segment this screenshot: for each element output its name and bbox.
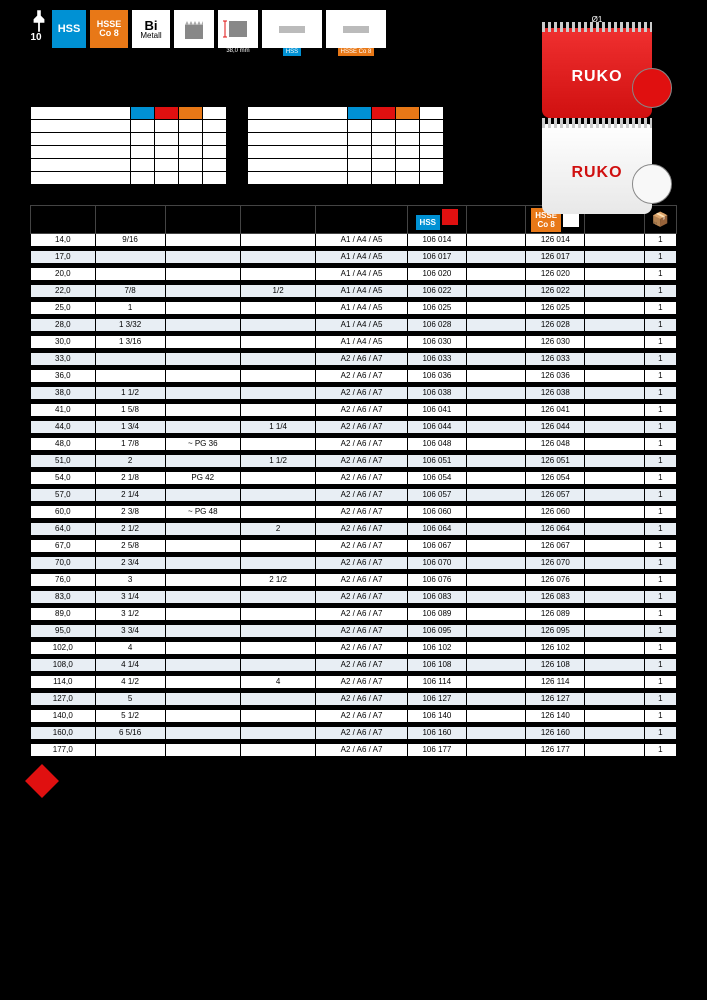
- holesaw-icon-1: [174, 10, 214, 48]
- table-row: 76,032 1/2A2 / A6 / A7106 076126 0761: [31, 574, 677, 586]
- product-red: RUKO: [542, 28, 652, 118]
- table-row: 83,03 1/4A2 / A6 / A7106 083126 0831: [31, 591, 677, 603]
- table-row: 14,09/16A1 / A4 / A5106 014126 0141: [31, 234, 677, 246]
- main-table: HSS HSSECo 8 📦 14,09/16A1 / A4 / A5106 0…: [30, 205, 677, 761]
- table-row: 30,01 3/16A1 / A4 / A5106 030126 0301: [31, 336, 677, 348]
- product-white: RUKO: [542, 124, 652, 214]
- table-row: 48,01 7/8~ PG 36A2 / A6 / A7106 048126 0…: [31, 438, 677, 450]
- table-row: 25,01A1 / A4 / A5106 025126 0251: [31, 302, 677, 314]
- table-row: 57,02 1/4A2 / A6 / A7106 057126 0571: [31, 489, 677, 501]
- th-red-sq: [442, 209, 458, 225]
- table-row: 36,0A2 / A6 / A7106 036126 0361: [31, 370, 677, 382]
- table-row: 54,02 1/8PG 42A2 / A6 / A7106 054126 054…: [31, 472, 677, 484]
- table-row: 28,01 3/32A1 / A4 / A5106 028126 0281: [31, 319, 677, 331]
- hss-sublabel: HSS: [283, 48, 301, 56]
- table-row: 108,04 1/4A2 / A6 / A7106 108126 1081: [31, 659, 677, 671]
- bimetal-badge: Bi Metall: [132, 10, 170, 48]
- ruko-diamond-icon: [25, 764, 59, 798]
- table-row: 70,02 3/4A2 / A6 / A7106 070126 0701: [31, 557, 677, 569]
- bi-line2: Metall: [140, 32, 161, 40]
- table-row: 60,02 3/8~ PG 48A2 / A6 / A7106 060126 0…: [31, 506, 677, 518]
- table-row: 41,01 5/8A2 / A6 / A7106 041126 0411: [31, 404, 677, 416]
- page-number: 10: [30, 32, 41, 43]
- table-row: 127,05A2 / A6 / A7106 127126 1271: [31, 693, 677, 705]
- hss-badge: HSS: [52, 10, 86, 48]
- table-row: 67,02 5/8A2 / A6 / A7106 067126 0671: [31, 540, 677, 552]
- drill-icon: [30, 10, 48, 32]
- teeth-red: [542, 22, 652, 32]
- small-table-2: [247, 106, 444, 185]
- depth-label: 38,0 mm: [226, 48, 249, 54]
- table-row: 177,0A2 / A6 / A7106 177126 1771: [31, 744, 677, 756]
- hsse-line2: Co 8: [99, 29, 119, 38]
- hss-material-icon: [262, 10, 322, 48]
- page-marker: 10: [30, 10, 48, 43]
- depth-icon-wrap: 38,0 mm: [218, 10, 258, 54]
- table-row: 38,01 1/2A2 / A6 / A7106 038126 0381: [31, 387, 677, 399]
- table-row: 51,021 1/2A2 / A6 / A7106 051126 0511: [31, 455, 677, 467]
- detail-circle-white: [632, 164, 672, 204]
- hsse-badge: HSSE Co 8: [90, 10, 128, 48]
- product-images: Ø1 RUKO RUKO: [517, 15, 677, 220]
- footer: [30, 769, 677, 793]
- table-row: 95,03 3/4A2 / A6 / A7106 095126 0951: [31, 625, 677, 637]
- table-row: 20,0A1 / A4 / A5106 020126 0201: [31, 268, 677, 280]
- depth-icon: [218, 10, 258, 48]
- table-body: 14,09/16A1 / A4 / A5106 014126 0141 17,0A…: [31, 234, 677, 761]
- hsse-material-wrap: HSSE Co 8: [326, 10, 386, 56]
- row-separator: [31, 756, 677, 761]
- table-row: 160,06 5/16A2 / A6 / A7106 160126 1601: [31, 727, 677, 739]
- table-row: 44,01 3/41 1/4A2 / A6 / A7106 044126 044…: [31, 421, 677, 433]
- hsse-sublabel: HSSE Co 8: [338, 48, 375, 56]
- hsse-material-icon: [326, 10, 386, 48]
- th-hss: HSS: [416, 215, 440, 230]
- table-row: 17,0A1 / A4 / A5106 017126 0171: [31, 251, 677, 263]
- detail-circle-red: [632, 68, 672, 108]
- teeth-white: [542, 118, 652, 128]
- table-row: 33,0A2 / A6 / A7106 033126 0331: [31, 353, 677, 365]
- table-row: 114,04 1/24A2 / A6 / A7106 114126 1141: [31, 676, 677, 688]
- table-row: 140,05 1/2A2 / A6 / A7106 140126 1401: [31, 710, 677, 722]
- table-row: 22,07/81/2A1 / A4 / A5106 022126 0221: [31, 285, 677, 297]
- table-row: 89,03 1/2A2 / A6 / A7106 089126 0891: [31, 608, 677, 620]
- table-row: 64,02 1/22A2 / A6 / A7106 064126 0641: [31, 523, 677, 535]
- small-table-1: [30, 106, 227, 185]
- bi-line1: Bi: [145, 19, 158, 32]
- hss-material-wrap: HSS: [262, 10, 322, 56]
- table-row: 102,04A2 / A6 / A7106 102126 1021: [31, 642, 677, 654]
